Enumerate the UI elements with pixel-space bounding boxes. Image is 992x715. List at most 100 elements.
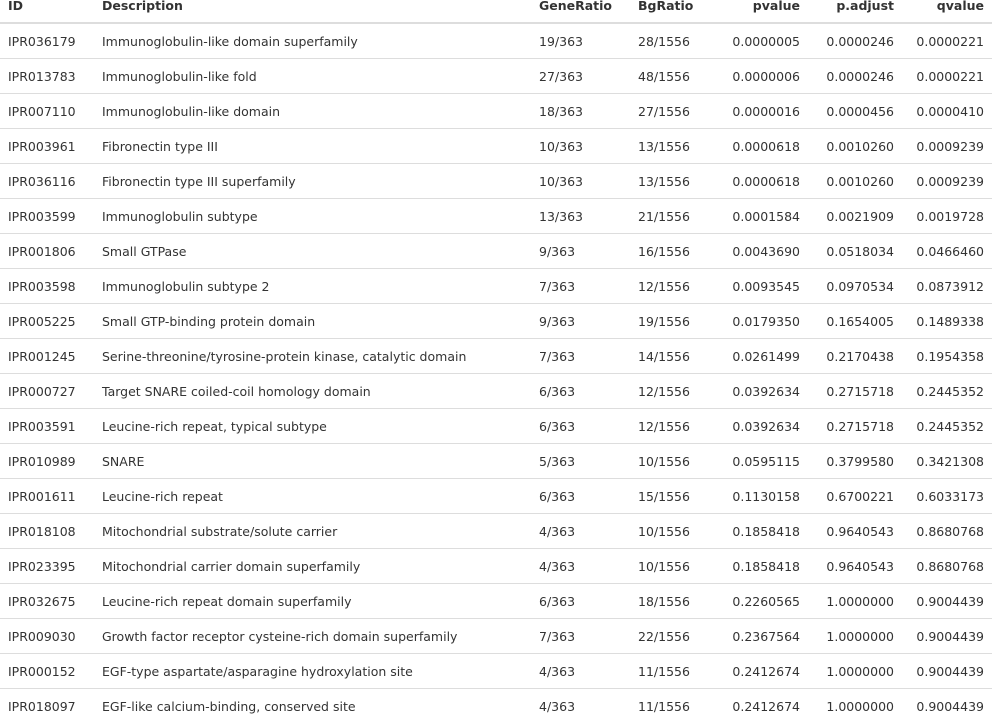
cell-description: Fibronectin type III (94, 128, 531, 164)
cell-id: IPR013783 (0, 58, 94, 94)
cell-id: IPR001611 (0, 478, 94, 514)
cell-id: IPR001806 (0, 233, 94, 269)
cell-generatio: 27/363 (531, 58, 630, 94)
table-header: ID Description GeneRatio BgRatio pvalue … (0, 0, 992, 24)
cell-padjust: 1.0000000 (808, 688, 902, 715)
cell-id: IPR005225 (0, 303, 94, 339)
cell-bgratio: 27/1556 (630, 93, 714, 129)
cell-description: Serine-threonine/tyrosine-protein kinase… (94, 338, 531, 374)
cell-pvalue: 0.0093545 (714, 268, 808, 304)
cell-qvalue: 0.0466460 (902, 233, 992, 269)
cell-padjust: 0.0518034 (808, 233, 902, 269)
cell-padjust: 0.0010260 (808, 163, 902, 199)
column-header-id: ID (0, 0, 94, 24)
cell-padjust: 0.1654005 (808, 303, 902, 339)
cell-pvalue: 0.0392634 (714, 373, 808, 409)
table-row: IPR032675 Leucine-rich repeat domain supe… (0, 583, 992, 619)
cell-generatio: 4/363 (531, 688, 630, 715)
cell-pvalue: 0.0392634 (714, 408, 808, 444)
cell-description: Target SNARE coiled-coil homology domain (94, 373, 531, 409)
cell-id: IPR018097 (0, 688, 94, 715)
cell-qvalue: 0.9004439 (902, 653, 992, 689)
cell-generatio: 7/363 (531, 618, 630, 654)
cell-generatio: 6/363 (531, 478, 630, 514)
cell-qvalue: 0.0009239 (902, 163, 992, 199)
cell-pvalue: 0.2412674 (714, 688, 808, 715)
cell-padjust: 0.6700221 (808, 478, 902, 514)
cell-id: IPR023395 (0, 548, 94, 584)
cell-id: IPR000152 (0, 653, 94, 689)
cell-pvalue: 0.0043690 (714, 233, 808, 269)
cell-generatio: 10/363 (531, 128, 630, 164)
cell-qvalue: 0.2445352 (902, 408, 992, 444)
cell-bgratio: 16/1556 (630, 233, 714, 269)
table-row: IPR000152 EGF-type aspartate/asparagine h… (0, 653, 992, 689)
cell-pvalue: 0.1858418 (714, 548, 808, 584)
cell-padjust: 0.2170438 (808, 338, 902, 374)
column-header-generatio: GeneRatio (531, 0, 630, 24)
cell-generatio: 4/363 (531, 653, 630, 689)
table-row: IPR001806 Small GTPase 9/363 16/1556 0.00436… (0, 233, 992, 269)
cell-bgratio: 14/1556 (630, 338, 714, 374)
cell-qvalue: 0.0009239 (902, 128, 992, 164)
cell-pvalue: 0.2367564 (714, 618, 808, 654)
header-row: ID Description GeneRatio BgRatio pvalue … (0, 0, 992, 24)
cell-generatio: 6/363 (531, 408, 630, 444)
cell-qvalue: 0.0019728 (902, 198, 992, 234)
cell-generatio: 18/363 (531, 93, 630, 129)
cell-padjust: 0.0970534 (808, 268, 902, 304)
column-header-bgratio: BgRatio (630, 0, 714, 24)
cell-description: Growth factor receptor cysteine-rich dom… (94, 618, 531, 654)
cell-generatio: 5/363 (531, 443, 630, 479)
cell-bgratio: 28/1556 (630, 23, 714, 59)
cell-qvalue: 0.1489338 (902, 303, 992, 339)
cell-generatio: 10/363 (531, 163, 630, 199)
cell-bgratio: 13/1556 (630, 163, 714, 199)
cell-bgratio: 21/1556 (630, 198, 714, 234)
table-row: IPR007110 Immunoglobulin-like domain 18/36… (0, 93, 992, 129)
cell-bgratio: 12/1556 (630, 408, 714, 444)
cell-padjust: 1.0000000 (808, 653, 902, 689)
table-row: IPR005225 Small GTP-binding protein domai… (0, 303, 992, 339)
cell-bgratio: 11/1556 (630, 653, 714, 689)
cell-id: IPR032675 (0, 583, 94, 619)
cell-id: IPR003599 (0, 198, 94, 234)
table-row: IPR001611 Leucine-rich repeat 6/363 15/1556… (0, 478, 992, 514)
table-row: IPR003591 Leucine-rich repeat, typical su… (0, 408, 992, 444)
cell-qvalue: 0.0000221 (902, 58, 992, 94)
cell-qvalue: 0.3421308 (902, 443, 992, 479)
cell-qvalue: 0.0873912 (902, 268, 992, 304)
cell-pvalue: 0.0595115 (714, 443, 808, 479)
table-row: IPR009030 Growth factor receptor cysteine… (0, 618, 992, 654)
cell-bgratio: 11/1556 (630, 688, 714, 715)
cell-bgratio: 18/1556 (630, 583, 714, 619)
cell-description: Small GTP-binding protein domain (94, 303, 531, 339)
cell-padjust: 0.9640543 (808, 548, 902, 584)
column-header-qvalue: qvalue (902, 0, 992, 24)
column-header-padjust: p.adjust (808, 0, 902, 24)
table-row: IPR018108 Mitochondrial substrate/solute … (0, 513, 992, 549)
table-row: IPR003598 Immunoglobulin subtype 2 7/363 12… (0, 268, 992, 304)
cell-description: Leucine-rich repeat, typical subtype (94, 408, 531, 444)
cell-padjust: 0.9640543 (808, 513, 902, 549)
column-header-description: Description (94, 0, 531, 24)
cell-description: Mitochondrial substrate/solute carrier (94, 513, 531, 549)
column-header-pvalue: pvalue (714, 0, 808, 24)
cell-id: IPR003598 (0, 268, 94, 304)
cell-padjust: 0.0021909 (808, 198, 902, 234)
cell-padjust: 1.0000000 (808, 618, 902, 654)
cell-qvalue: 0.8680768 (902, 513, 992, 549)
cell-id: IPR009030 (0, 618, 94, 654)
cell-pvalue: 0.1130158 (714, 478, 808, 514)
cell-generatio: 4/363 (531, 548, 630, 584)
cell-description: Immunoglobulin-like fold (94, 58, 531, 94)
cell-padjust: 0.0010260 (808, 128, 902, 164)
cell-generatio: 9/363 (531, 233, 630, 269)
cell-id: IPR010989 (0, 443, 94, 479)
cell-padjust: 0.0000456 (808, 93, 902, 129)
cell-id: IPR003961 (0, 128, 94, 164)
cell-pvalue: 0.0179350 (714, 303, 808, 339)
cell-pvalue: 0.1858418 (714, 513, 808, 549)
cell-bgratio: 12/1556 (630, 268, 714, 304)
